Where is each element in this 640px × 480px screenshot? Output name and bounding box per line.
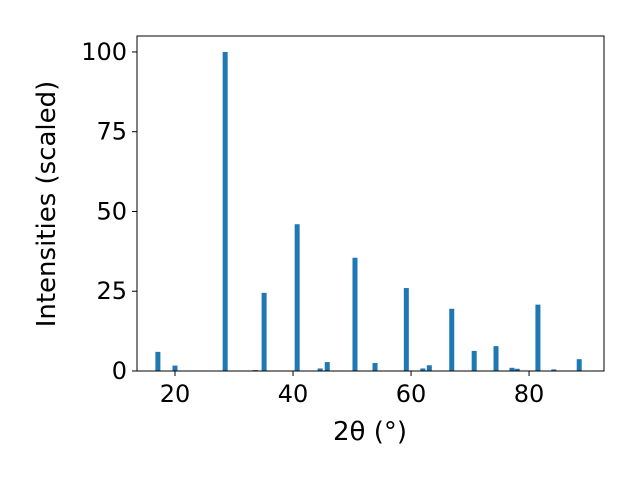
bar	[535, 304, 541, 371]
y-tick-label: 100	[81, 38, 127, 66]
bar	[403, 288, 409, 371]
bar	[372, 363, 378, 371]
bar	[317, 368, 323, 371]
x-axis-label: 2θ (°)	[333, 417, 407, 447]
bar	[352, 257, 358, 371]
bar	[493, 346, 499, 371]
x-tick-label: 80	[514, 380, 545, 408]
bar	[294, 224, 300, 371]
y-tick-label: 50	[96, 197, 127, 225]
bar	[514, 368, 520, 371]
y-tick-label: 75	[96, 118, 127, 146]
bar	[576, 359, 582, 371]
x-tick-label: 60	[396, 380, 427, 408]
bar	[449, 308, 455, 371]
bar	[324, 362, 330, 371]
bar	[509, 367, 515, 371]
bar	[551, 369, 557, 371]
bar	[420, 368, 426, 371]
x-tick-label: 40	[278, 380, 309, 408]
plot-frame	[136, 35, 605, 372]
bar	[426, 365, 432, 371]
bar	[222, 51, 228, 371]
bar	[172, 365, 178, 371]
bar	[471, 350, 477, 371]
y-tick-label: 25	[96, 277, 127, 305]
y-axis-label: Intensities (scaled)	[32, 81, 62, 328]
x-tick-label: 20	[160, 380, 191, 408]
bar	[155, 351, 161, 371]
y-tick-label: 0	[112, 357, 127, 385]
bar	[261, 292, 267, 371]
